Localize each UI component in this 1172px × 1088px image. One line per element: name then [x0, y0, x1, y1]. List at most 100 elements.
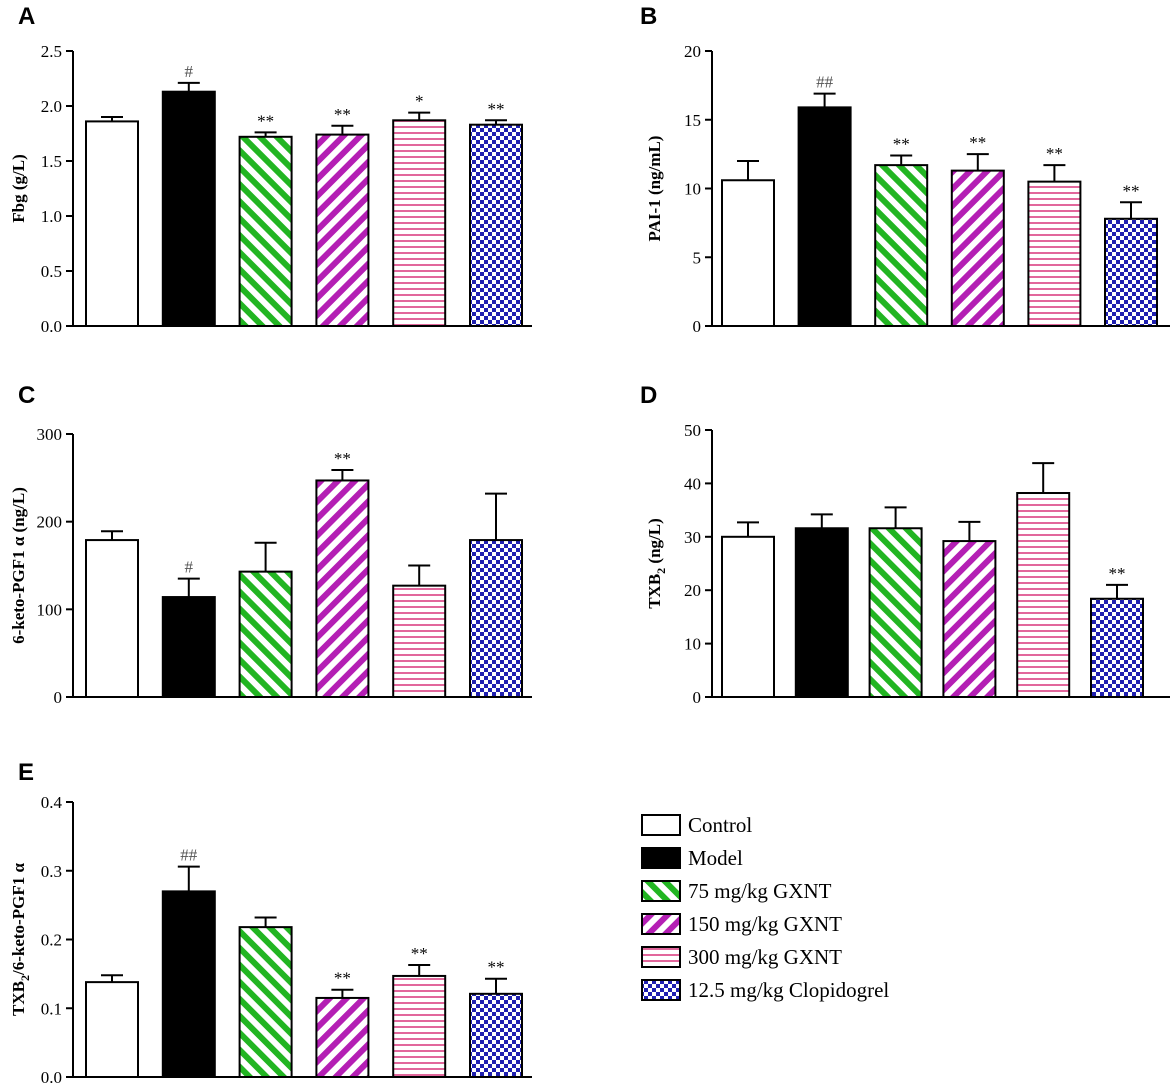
error-bar-b-300-gxnt: [1043, 164, 1066, 182]
error-bar-c-control: [101, 530, 123, 541]
bar-e-clopidogrel: [469, 992, 523, 1078]
bar-a-150-gxnt: [315, 133, 370, 327]
annotation-a-model: #: [185, 62, 194, 81]
legend-item-300-gxnt: 300 mg/kg GXNT: [641, 945, 842, 969]
annotation-b-150-gxnt: **: [969, 133, 986, 152]
y-tick-label-d: 40: [684, 474, 701, 493]
legend-label-control: Control: [688, 813, 752, 837]
bar-a-300-gxnt: [392, 119, 447, 327]
error-bar-e-control: [101, 974, 123, 983]
error-bar-b-model: [813, 92, 836, 108]
annotation-a-300-gxnt: *: [415, 92, 424, 111]
y-axis-title-b: PAI-1 (ng/mL): [645, 136, 664, 242]
panel-letter-e: E: [18, 759, 34, 786]
panel-letter-b: B: [640, 3, 657, 30]
legend-swatch-model: [641, 847, 681, 869]
y-tick-label-a: 1.0: [41, 207, 62, 226]
y-tick-label-b: 15: [684, 111, 701, 130]
legend-label-300-gxnt: 300 mg/kg GXNT: [688, 945, 842, 969]
y-tick-label-a: 0.0: [41, 317, 62, 336]
bar-c-75-gxnt: [238, 570, 293, 698]
y-axis-title-e: TXB2/6-keto-PGF1 α: [9, 863, 32, 1016]
bar-d-model: [794, 527, 849, 698]
legend-swatch-150-gxnt: [641, 913, 681, 935]
bar-a-75-gxnt: [238, 135, 293, 327]
y-tick-label-c: 100: [37, 600, 63, 619]
bar-b-300-gxnt: [1027, 180, 1082, 327]
bar-e-75-gxnt: [238, 926, 293, 1078]
error-bar-c-300-gxnt: [408, 564, 431, 586]
annotation-e-clopidogrel: **: [488, 958, 505, 977]
annotation-e-150-gxnt: **: [334, 969, 351, 988]
error-bar-c-75-gxnt: [254, 541, 277, 572]
bar-c-model: [161, 596, 216, 698]
y-tick-label-c: 300: [37, 425, 63, 444]
annotation-a-clopidogrel: **: [488, 99, 505, 118]
annotation-a-75-gxnt: **: [257, 111, 274, 130]
bar-b-150-gxnt: [950, 169, 1005, 327]
y-tick-label-b: 0: [693, 317, 702, 336]
y-tick-label-e: 0.0: [41, 1068, 62, 1087]
error-bar-d-300-gxnt: [1032, 462, 1055, 494]
bar-e-150-gxnt: [315, 996, 370, 1078]
y-axis-title-c: 6-keto-PGF1 α (ng/L): [9, 487, 28, 644]
bar-c-150-gxnt: [315, 479, 370, 699]
chart-panel-b: B 0 5 10 15 20 PAI-1 (ng/mL) ## ** ** ** **: [640, 3, 1170, 336]
y-tick-label-a: 0.5: [41, 262, 62, 281]
error-bar-a-150-gxnt: [331, 124, 354, 135]
error-bar-c-model: [177, 577, 200, 598]
y-tick-label-e: 0.2: [41, 931, 62, 950]
error-bar-a-75-gxnt: [254, 131, 277, 137]
y-tick-label-d: 20: [684, 581, 701, 600]
annotation-b-75-gxnt: **: [893, 135, 910, 154]
chart-panel-d: D 0 10 20 30 40 50 TXB2 (ng/L) **: [640, 382, 1170, 707]
panel-letter-d: D: [640, 382, 657, 409]
error-bar-e-clopidogrel: [485, 977, 507, 994]
y-tick-label-a: 2.5: [41, 42, 62, 61]
y-tick-label-a: 1.5: [41, 152, 62, 171]
bar-b-75-gxnt: [874, 164, 929, 327]
y-tick-label-c: 0: [54, 688, 63, 707]
annotation-b-clopidogrel: **: [1123, 181, 1140, 200]
panel-letter-a: A: [18, 3, 35, 30]
error-bar-b-control: [737, 160, 759, 181]
error-bar-c-clopidogrel: [485, 492, 507, 541]
bar-b-model: [797, 106, 852, 327]
y-axis-title-a: Fbg (g/L): [9, 154, 28, 222]
error-bar-d-150-gxnt: [958, 520, 981, 542]
error-bar-c-150-gxnt: [331, 468, 354, 481]
error-bar-b-75-gxnt: [890, 154, 913, 166]
error-bar-b-clopidogrel: [1120, 201, 1142, 219]
legend-item-150-gxnt: 150 mg/kg GXNT: [641, 912, 842, 936]
legend-item-control: Control: [641, 813, 752, 837]
annotation-e-300-gxnt: **: [411, 944, 428, 963]
error-bar-a-control: [101, 116, 123, 122]
bar-c-clopidogrel: [469, 539, 523, 698]
y-tick-label-d: 10: [684, 635, 701, 654]
error-bar-b-150-gxnt: [966, 153, 989, 171]
legend-item-75-gxnt: 75 mg/kg GXNT: [641, 879, 832, 903]
chart-panel-c: C 0 100 200 300 6-keto-PGF1 α (ng/L) # **: [9, 382, 532, 707]
annotation-e-model: ##: [180, 846, 198, 865]
chart-panel-e: E 0.0 0.1 0.2 0.3 0.4 TXB2/6-keto-PGF1 α ## ** **…: [9, 759, 532, 1087]
bar-d-clopidogrel: [1090, 597, 1144, 699]
error-bar-a-model: [177, 81, 200, 92]
bar-a-control: [85, 120, 139, 328]
bar-a-clopidogrel: [469, 123, 523, 327]
bar-d-75-gxnt: [868, 527, 923, 698]
bar-d-control: [721, 535, 775, 698]
y-tick-label-c: 200: [37, 513, 63, 532]
legend-swatch-300-gxnt: [641, 946, 681, 968]
legend-label-model: Model: [688, 846, 743, 870]
legend-swatch-control: [641, 814, 681, 836]
annotation-d-clopidogrel: **: [1109, 564, 1126, 583]
y-tick-label-e: 0.1: [41, 999, 62, 1018]
legend-label-clopidogrel: 12.5 mg/kg Clopidogrel: [688, 978, 889, 1002]
error-bar-d-clopidogrel: [1106, 583, 1128, 599]
y-tick-label-b: 20: [684, 42, 701, 61]
error-bar-e-300-gxnt: [408, 963, 431, 976]
error-bar-a-300-gxnt: [408, 111, 431, 121]
y-tick-label-e: 0.4: [41, 793, 63, 812]
